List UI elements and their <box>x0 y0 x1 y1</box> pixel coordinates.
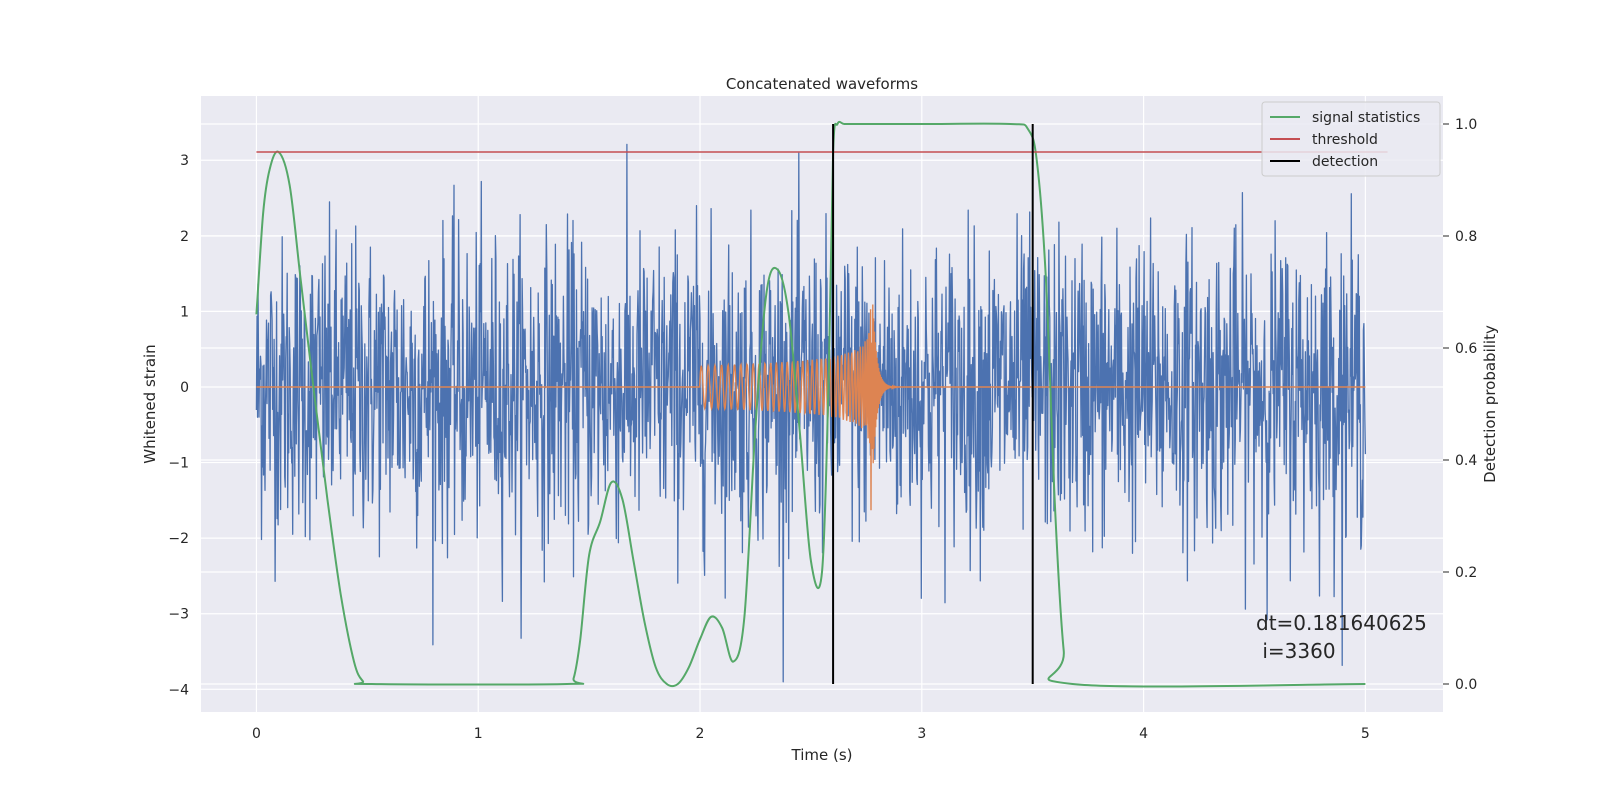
x-tick-label: 3 <box>917 726 926 742</box>
strain-series <box>255 143 1367 683</box>
y-tick-label: −3 <box>168 607 189 623</box>
x-axis-title: Time (s) <box>791 746 853 764</box>
template-line <box>256 304 1366 511</box>
annotation-dt: dt=0.181640625 <box>1256 611 1427 635</box>
annotation-index: i=3360 <box>1256 639 1336 663</box>
ticks: 0 1 2 3 4 5 −4 −3 −2 −1 0 1 2 3 0.0 0.2 0.4 0.6 0.8 1.0 <box>168 117 1477 742</box>
x-tick-label: 2 <box>696 726 705 742</box>
x-tick-label: 0 <box>252 726 261 742</box>
legend-box <box>1261 101 1441 177</box>
legend-label-detection: detection <box>1312 154 1378 170</box>
legend-label-signal-statistics: signal statistics <box>1312 110 1420 126</box>
y-axis-title: Whitened strain <box>141 344 159 463</box>
y-tick-label: 3 <box>180 153 189 169</box>
detection-series <box>832 124 1034 684</box>
y-tick-label: 1 <box>180 304 189 320</box>
y-right-tick-label: 0.0 <box>1455 677 1477 693</box>
legend: signal statistics threshold detection <box>1261 101 1441 177</box>
y-tick-label: −1 <box>168 456 189 472</box>
x-tick-label: 1 <box>474 726 483 742</box>
signal-statistics-line <box>255 120 1366 688</box>
y-right-tick-label: 1.0 <box>1455 117 1477 133</box>
x-tick-label: 4 <box>1139 726 1148 742</box>
y-right-tick-label: 0.4 <box>1455 453 1477 469</box>
y-right-tick-label: 0.2 <box>1455 565 1477 581</box>
legend-label-threshold: threshold <box>1312 132 1378 148</box>
y-tick-label: −4 <box>168 682 189 698</box>
y-axis-right-title: Detection probability <box>1481 325 1499 483</box>
template-series <box>256 304 1366 511</box>
signal-statistics-series <box>255 120 1366 688</box>
y-tick-label: 0 <box>180 380 189 396</box>
y-right-tick-label: 0.6 <box>1455 341 1477 357</box>
y-right-tick-label: 0.8 <box>1455 229 1477 245</box>
y-tick-label: −2 <box>168 531 189 547</box>
strain-line <box>255 143 1367 683</box>
chart-title: Concatenated waveforms <box>726 75 918 93</box>
x-tick-label: 5 <box>1361 726 1370 742</box>
y-tick-label: 2 <box>180 229 189 245</box>
